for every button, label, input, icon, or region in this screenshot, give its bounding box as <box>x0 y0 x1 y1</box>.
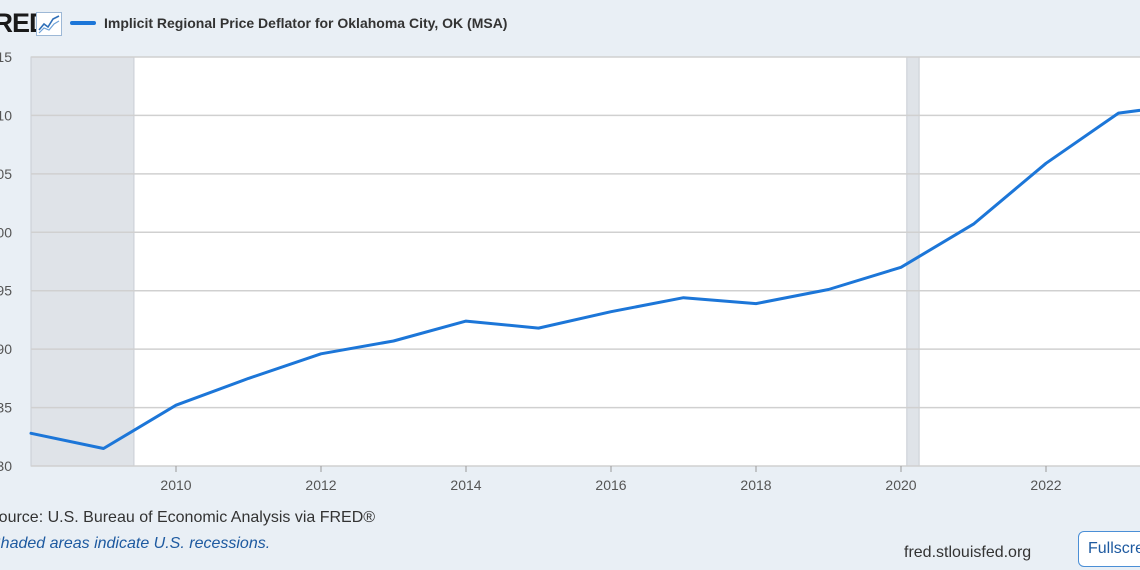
legend-series-label: Implicit Regional Price Deflator for Okl… <box>104 15 508 31</box>
source-note: Source: U.S. Bureau of Economic Analysis… <box>0 509 376 526</box>
trend-line-icon <box>36 12 62 36</box>
data-point <box>609 310 613 313</box>
recession-band <box>30 56 135 467</box>
data-point <box>827 288 830 291</box>
y-tick-label: 30 <box>0 458 12 474</box>
y-tick-label: 15 <box>0 49 12 65</box>
x-tick-label: 2020 <box>885 477 916 493</box>
plot-area <box>31 57 1140 466</box>
legend: Implicit Regional Price Deflator for Okl… <box>70 15 507 31</box>
site-credit[interactable]: fred.stlouisfed.org <box>904 544 1032 561</box>
data-point <box>972 222 975 226</box>
x-tick-label: 2014 <box>450 477 481 493</box>
x-tick-label: 2012 <box>305 477 336 493</box>
data-point <box>1117 111 1120 115</box>
data-point <box>174 404 178 407</box>
recession-note: Shaded areas indicate U.S. recessions. <box>0 535 271 552</box>
data-point <box>537 326 540 330</box>
legend-swatch <box>70 21 96 25</box>
data-point <box>464 319 468 323</box>
y-tick-label: 35 <box>0 400 12 416</box>
data-point <box>392 339 395 343</box>
data-point <box>102 447 105 450</box>
data-point <box>1044 162 1048 165</box>
data-point <box>247 377 250 380</box>
y-tick-label: 00 <box>0 224 12 240</box>
y-tick-label: 05 <box>0 166 12 182</box>
x-tick-label: 2022 <box>1030 477 1061 493</box>
y-tick-label: 10 <box>0 107 12 123</box>
data-point <box>754 302 758 305</box>
data-point <box>29 432 33 435</box>
data-point <box>899 266 903 269</box>
x-tick-label: 2010 <box>160 477 191 493</box>
x-tick-label: 2018 <box>740 477 771 493</box>
x-tick-label: 2016 <box>595 477 626 493</box>
data-point <box>319 352 323 356</box>
y-tick-label: 95 <box>0 283 12 299</box>
fullscreen-button[interactable]: Fullscreen <box>1078 531 1140 567</box>
data-point <box>682 296 685 299</box>
y-tick-label: 90 <box>0 341 12 357</box>
